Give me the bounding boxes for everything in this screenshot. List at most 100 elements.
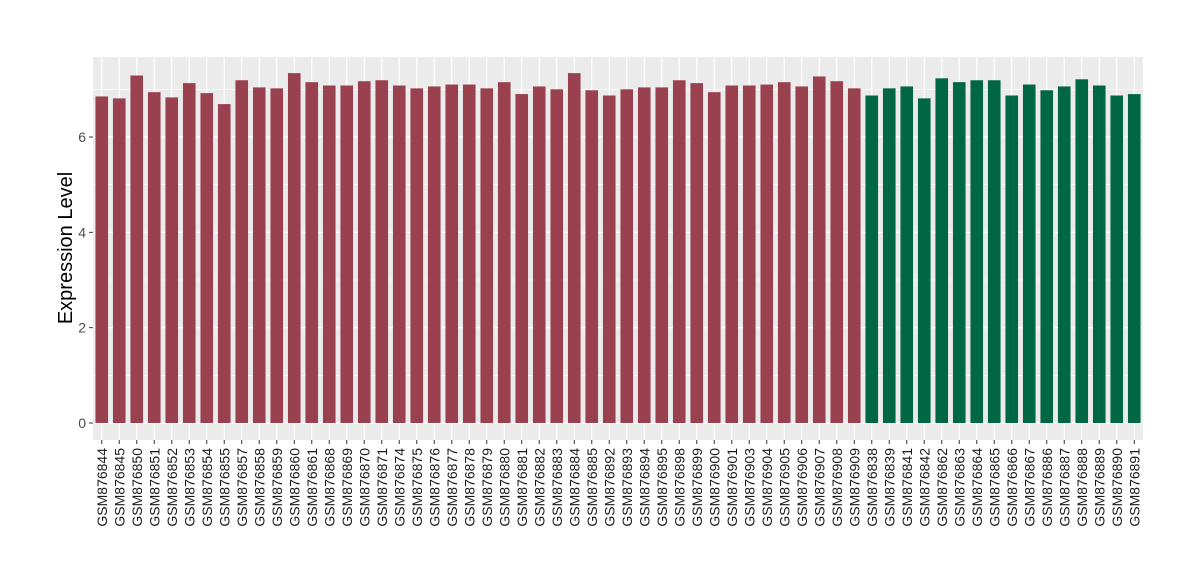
bar-GSM876893 bbox=[620, 89, 634, 423]
bar-GSM876881 bbox=[515, 94, 529, 424]
bar-GSM876904 bbox=[760, 84, 774, 423]
x-tick-label: GSM876899 bbox=[689, 448, 705, 527]
bar-GSM876862 bbox=[935, 78, 949, 424]
bar-GSM876895 bbox=[655, 87, 669, 423]
bar-GSM876905 bbox=[777, 82, 791, 424]
x-tick-label: GSM876839 bbox=[881, 448, 897, 527]
bar-GSM876880 bbox=[497, 82, 511, 424]
x-tick-label: GSM876892 bbox=[601, 448, 617, 527]
x-tick-label: GSM876900 bbox=[706, 448, 722, 527]
x-tick-label: GSM876893 bbox=[619, 448, 635, 527]
x-tick-label: GSM876864 bbox=[969, 448, 985, 527]
x-axis: GSM876844 GSM876845 GSM876850 GSM876851 GSM8… bbox=[94, 440, 1142, 527]
y-axis: 0 2 4 6 bbox=[78, 129, 93, 431]
x-tick-label: GSM876901 bbox=[724, 448, 740, 527]
bar-GSM876900 bbox=[707, 92, 721, 423]
bar-GSM876901 bbox=[725, 85, 739, 423]
x-tick-label: GSM876863 bbox=[951, 448, 967, 527]
x-tick-label: GSM876867 bbox=[1021, 448, 1037, 527]
bar-GSM876887 bbox=[1057, 86, 1071, 423]
x-tick-label: GSM876876 bbox=[426, 448, 442, 527]
bar-GSM876866 bbox=[1005, 95, 1019, 423]
bar-GSM876879 bbox=[480, 88, 494, 423]
x-tick-label: GSM876891 bbox=[1126, 448, 1142, 527]
bar-GSM876857 bbox=[235, 80, 249, 424]
x-tick-label: GSM876895 bbox=[654, 448, 670, 527]
bar-GSM876851 bbox=[147, 92, 161, 423]
x-tick-label: GSM876861 bbox=[304, 448, 320, 527]
x-tick-label: GSM876894 bbox=[636, 448, 652, 527]
bar-GSM876877 bbox=[445, 84, 459, 423]
x-tick-label: GSM876845 bbox=[111, 448, 127, 527]
x-tick-label: GSM876882 bbox=[531, 448, 547, 527]
y-tick-label: 6 bbox=[78, 129, 86, 145]
bar-GSM876869 bbox=[340, 85, 354, 423]
bar-GSM876876 bbox=[427, 86, 441, 423]
x-tick-label: GSM876905 bbox=[776, 448, 792, 527]
x-tick-label: GSM876871 bbox=[374, 448, 390, 527]
bar-GSM876899 bbox=[690, 83, 704, 423]
bar-GSM876891 bbox=[1127, 94, 1141, 424]
bar-GSM876892 bbox=[602, 95, 616, 423]
x-tick-label: GSM876886 bbox=[1039, 448, 1055, 527]
x-tick-label: GSM876857 bbox=[234, 448, 250, 527]
x-tick-label: GSM876889 bbox=[1091, 448, 1107, 527]
bar-GSM876842 bbox=[917, 98, 931, 423]
x-tick-label: GSM876883 bbox=[549, 448, 565, 527]
y-axis-label: Expression Level bbox=[55, 172, 77, 324]
bar-GSM876878 bbox=[462, 84, 476, 423]
plot-panel bbox=[93, 57, 1143, 440]
bar-GSM876890 bbox=[1110, 95, 1124, 423]
x-tick-label: GSM876842 bbox=[916, 448, 932, 527]
x-tick-label: GSM876907 bbox=[811, 448, 827, 527]
bar-GSM876838 bbox=[865, 95, 879, 423]
x-tick-label: GSM876908 bbox=[829, 448, 845, 527]
bar-GSM876845 bbox=[112, 98, 126, 423]
bar-GSM876854 bbox=[200, 93, 214, 423]
bar-GSM876867 bbox=[1022, 84, 1036, 423]
bar-GSM876870 bbox=[357, 81, 371, 423]
x-tick-label: GSM876844 bbox=[94, 448, 110, 527]
x-tick-label: GSM876868 bbox=[321, 448, 337, 527]
bar-GSM876874 bbox=[392, 85, 406, 423]
bar-GSM876865 bbox=[987, 80, 1001, 424]
bar-GSM876852 bbox=[165, 97, 179, 423]
bar-GSM876909 bbox=[847, 88, 861, 423]
x-tick-label: GSM876884 bbox=[566, 448, 582, 527]
bar-GSM876903 bbox=[742, 85, 756, 423]
bar-GSM876860 bbox=[287, 73, 301, 423]
bar-GSM876888 bbox=[1075, 79, 1089, 423]
x-tick-label: GSM876854 bbox=[199, 448, 215, 527]
bar-GSM876908 bbox=[830, 81, 844, 423]
bar-GSM876883 bbox=[550, 89, 564, 423]
bar-GSM876841 bbox=[900, 86, 914, 423]
x-tick-label: GSM876890 bbox=[1109, 448, 1125, 527]
x-tick-label: GSM876874 bbox=[391, 448, 407, 527]
x-tick-label: GSM876855 bbox=[216, 448, 232, 527]
x-tick-label: GSM876904 bbox=[759, 448, 775, 527]
x-tick-label: GSM876851 bbox=[146, 448, 162, 527]
bar-GSM876864 bbox=[970, 80, 984, 424]
x-tick-label: GSM876866 bbox=[1004, 448, 1020, 527]
x-tick-label: GSM876860 bbox=[286, 448, 302, 527]
y-tick-label: 2 bbox=[78, 320, 86, 336]
x-tick-label: GSM876906 bbox=[794, 448, 810, 527]
x-tick-label: GSM876887 bbox=[1056, 448, 1072, 527]
x-tick-label: GSM876850 bbox=[129, 448, 145, 527]
x-tick-label: GSM876880 bbox=[496, 448, 512, 527]
x-tick-label: GSM876858 bbox=[251, 448, 267, 527]
bar-GSM876850 bbox=[130, 75, 144, 423]
x-tick-label: GSM876862 bbox=[934, 448, 950, 527]
x-tick-label: GSM876878 bbox=[461, 448, 477, 527]
bar-GSM876886 bbox=[1040, 90, 1054, 423]
y-tick-label: 0 bbox=[78, 415, 86, 431]
bar-GSM876844 bbox=[95, 96, 109, 423]
bar-GSM876868 bbox=[322, 85, 336, 423]
x-tick-label: GSM876875 bbox=[409, 448, 425, 527]
bar-GSM876907 bbox=[812, 76, 826, 424]
x-tick-label: GSM876869 bbox=[339, 448, 355, 527]
bar-GSM876885 bbox=[585, 90, 599, 423]
x-tick-label: GSM876859 bbox=[269, 448, 285, 527]
bar-GSM876861 bbox=[305, 82, 319, 424]
x-tick-label: GSM876865 bbox=[986, 448, 1002, 527]
